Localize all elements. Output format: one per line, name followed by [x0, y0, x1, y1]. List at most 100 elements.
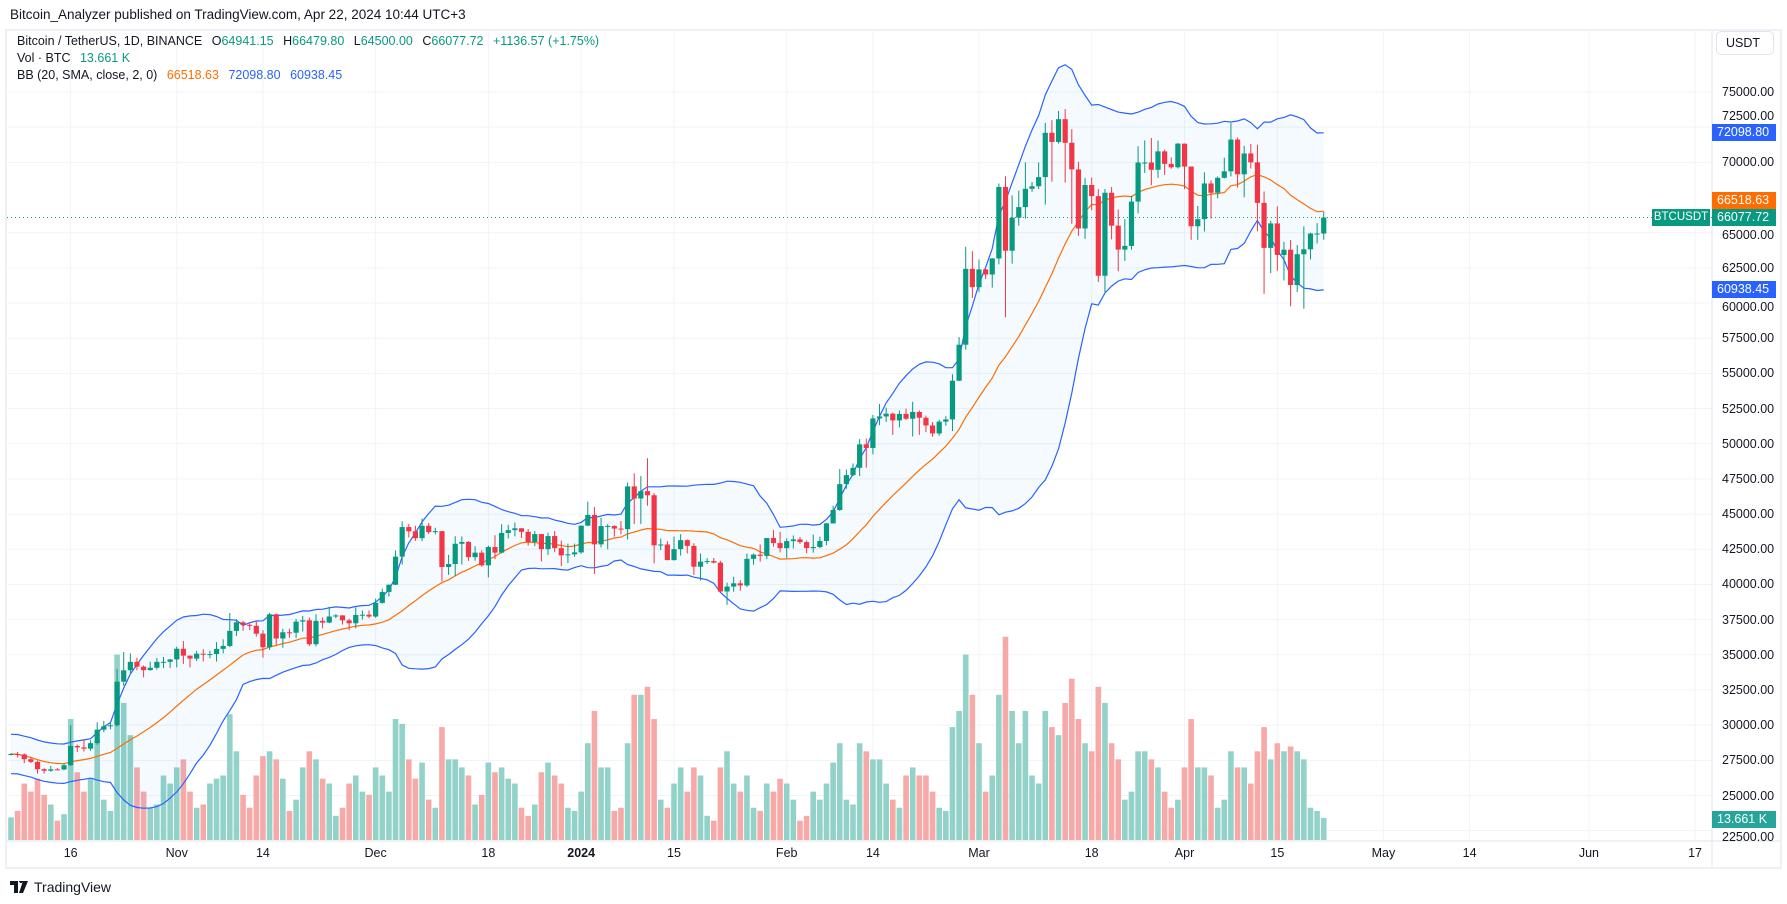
candle: [1234, 137, 1241, 188]
candle: [989, 258, 995, 288]
candle-body: [1215, 177, 1221, 193]
candle: [518, 527, 525, 539]
candle-body: [737, 583, 743, 586]
candle-body: [366, 614, 372, 617]
volume-bar: [790, 799, 797, 840]
volume-bar: [1208, 775, 1214, 840]
candle-body: [1155, 151, 1161, 170]
volume-bar: [850, 804, 856, 840]
currency-button[interactable]: USDT: [1716, 31, 1774, 55]
candle-body: [837, 484, 843, 511]
legend-symbol[interactable]: Bitcoin / TetherUS, 1D, BINANCE: [17, 34, 203, 48]
date-tick-label: May: [1371, 846, 1396, 860]
candle-body: [134, 661, 140, 667]
candle-body: [996, 186, 1002, 259]
legend-bb-lower: 60938.45: [290, 68, 343, 82]
candle-body: [684, 540, 690, 546]
candle: [107, 722, 114, 730]
volume-bar: [306, 751, 313, 840]
price-tick-label: 35000.00: [1722, 647, 1775, 662]
volume-bar: [81, 791, 87, 840]
volume-bar: [425, 799, 432, 840]
candle: [1069, 129, 1075, 224]
candle-body: [863, 444, 869, 448]
candle-body: [870, 418, 876, 448]
volume-bar: [929, 791, 936, 840]
candle-body: [983, 269, 989, 275]
candle: [717, 560, 724, 593]
volume-bar: [1168, 807, 1175, 840]
candle: [764, 538, 770, 560]
volume-bar: [260, 756, 266, 840]
candle: [386, 584, 392, 597]
candle: [876, 404, 883, 426]
volume-bar: [657, 799, 664, 840]
volume-bar: [1069, 678, 1075, 840]
volume-bar: [339, 807, 346, 840]
volume-bar: [870, 759, 876, 840]
candle: [114, 668, 120, 727]
candle: [1108, 187, 1115, 240]
candle: [300, 615, 306, 632]
candle-body: [213, 648, 220, 655]
candle-body: [1241, 153, 1247, 175]
candle: [253, 620, 259, 637]
volume-bar: [565, 807, 571, 840]
candle-body: [1022, 188, 1028, 208]
candle-body: [419, 525, 425, 539]
candle: [830, 505, 836, 524]
volume-bar: [757, 810, 763, 840]
candle-body: [359, 614, 365, 616]
candle-body: [1082, 185, 1088, 229]
candle: [770, 529, 777, 547]
volume-bar: [538, 772, 545, 840]
candle-body: [459, 541, 465, 544]
candle-body: [127, 661, 133, 671]
volume-bar: [1181, 767, 1188, 840]
volume-bar: [578, 791, 584, 840]
volume-bar: [644, 686, 651, 840]
volume-bar: [697, 775, 704, 840]
date-tick-label: Jun: [1578, 846, 1600, 860]
candle-body: [631, 486, 637, 499]
candle: [141, 665, 147, 678]
legend-low: 64500.00: [360, 34, 413, 48]
candle: [532, 530, 538, 547]
volume-bar: [1022, 710, 1029, 840]
volume-bar: [558, 783, 565, 840]
candle: [34, 760, 41, 774]
legend-volume-label[interactable]: Vol · BTC: [17, 51, 71, 65]
candle: [1102, 189, 1108, 293]
candle-body: [618, 528, 624, 530]
candle-body: [1221, 171, 1227, 178]
volume-bar: [147, 807, 154, 840]
volume-bar: [624, 743, 631, 840]
volume-bar: [1188, 719, 1194, 840]
volume-bar: [923, 775, 929, 840]
volume-bar: [1002, 636, 1009, 840]
candle-body: [379, 591, 385, 603]
candle: [419, 518, 425, 542]
volume-bar: [200, 804, 207, 840]
date-tick-label: 14: [255, 846, 270, 860]
volume-bar: [691, 767, 697, 840]
candle: [406, 523, 412, 538]
candle-body: [101, 726, 107, 730]
candle: [320, 617, 326, 629]
legend-bb-label[interactable]: BB (20, SMA, close, 2, 0): [17, 68, 158, 82]
volume-bar: [1115, 759, 1122, 840]
candle: [286, 628, 293, 638]
candle: [644, 458, 651, 506]
candle: [1195, 205, 1201, 240]
candle: [154, 658, 160, 670]
candle-body: [744, 558, 750, 586]
candle: [432, 527, 438, 535]
tradingview-logo[interactable]: TradingView: [10, 879, 111, 895]
volume-bar: [1314, 810, 1320, 840]
volume-bar: [167, 783, 173, 840]
volume-bar: [1029, 775, 1035, 840]
date-tick-label: Apr: [1174, 846, 1195, 860]
candle: [74, 744, 80, 752]
price-tick-label: 65000.00: [1722, 227, 1775, 242]
